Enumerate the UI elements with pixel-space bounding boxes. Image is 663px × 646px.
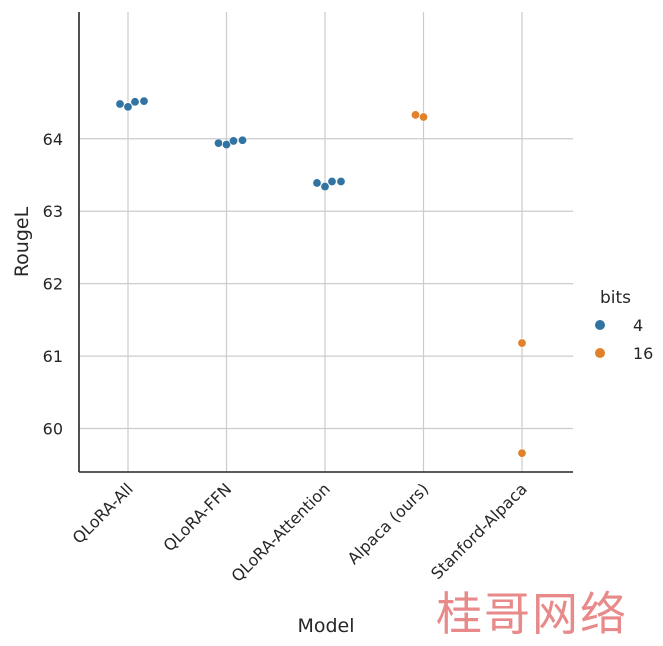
x-tick-label: Alpaca (ours) [344,479,433,568]
y-tick-label: 60 [43,420,63,439]
grid-lines [79,12,573,472]
y-tick-label: 61 [43,347,63,366]
legend-entry: 16 [633,344,653,363]
axes [78,12,573,473]
x-tick-label: Stanford-Alpaca [427,479,531,583]
y-tick-label: 63 [43,202,63,221]
data-point [222,140,232,150]
legend-marker [595,348,605,358]
y-tick-label: 62 [43,275,63,294]
data-point [320,182,330,192]
legend-entry: 4 [633,316,643,335]
data-points [115,96,527,458]
x-axis-label: Model [297,615,354,637]
x-tick-label: QLoRA-All [69,479,137,547]
data-point [123,102,133,112]
data-point [229,136,239,146]
legend: bits 4 16 [595,288,653,363]
y-tick-labels: 60 61 62 63 64 [43,130,63,439]
data-point [139,96,149,106]
x-tick-label: QLoRA-Attention [228,479,334,585]
x-tick-label: QLoRA-FFN [160,479,236,555]
data-point [418,112,428,122]
data-point [336,177,346,187]
legend-title: bits [600,288,631,308]
data-point [410,110,420,120]
data-point [517,338,527,348]
y-axis-label: RougeL [11,206,33,277]
data-point [312,178,322,188]
data-point [238,135,248,145]
legend-marker [595,320,605,330]
data-point [130,97,140,107]
watermark-text: 桂哥网络 [436,587,628,641]
data-point [327,177,337,187]
y-tick-label: 64 [43,130,63,149]
data-point [115,99,125,109]
data-point [517,448,527,458]
data-point [214,138,224,148]
